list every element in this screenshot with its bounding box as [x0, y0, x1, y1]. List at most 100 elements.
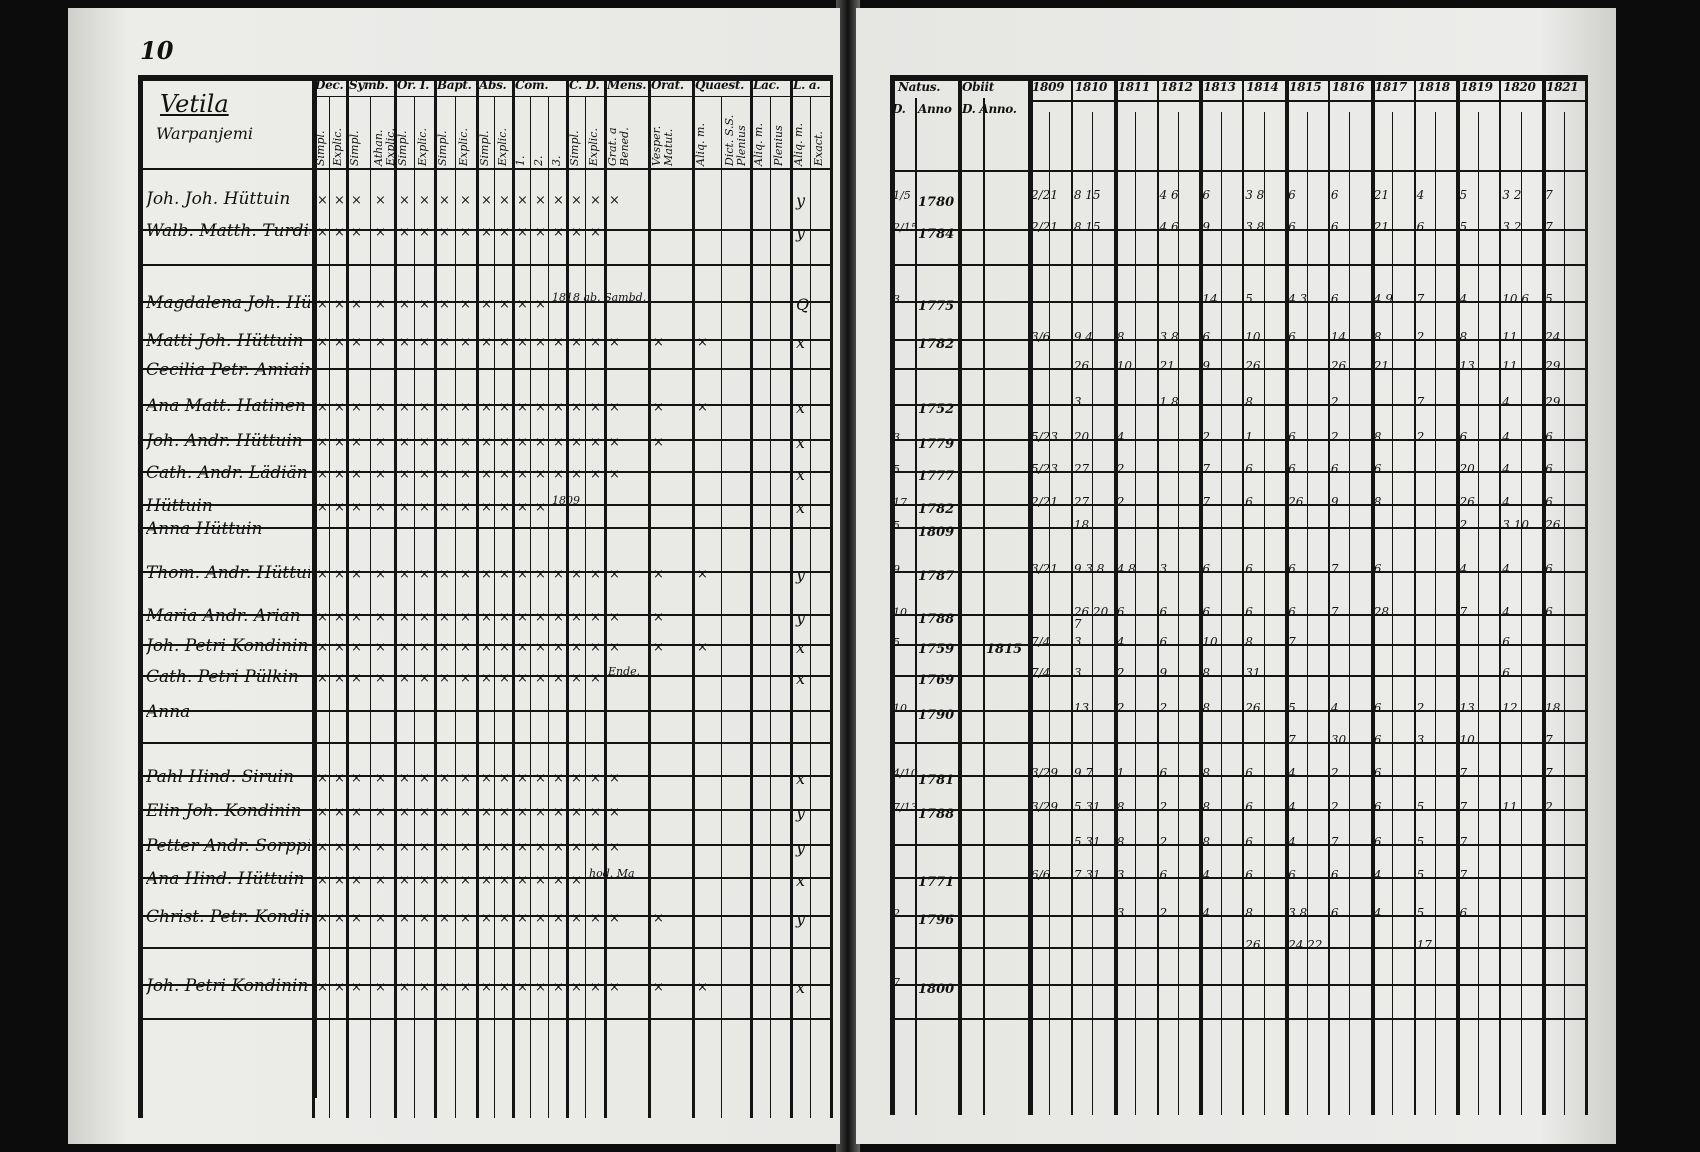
year-cell-value: 6 — [1330, 906, 1339, 920]
year-cell-value: 4 — [1502, 430, 1510, 444]
year-subrule — [1435, 112, 1436, 1115]
year-cell-value: 13 — [1459, 359, 1475, 373]
village-title: Vetila — [160, 90, 229, 118]
x-mark: × — [609, 467, 620, 482]
x-mark: × — [399, 400, 410, 415]
year-cell-value: 2 — [1159, 835, 1168, 849]
x-mark: × — [481, 671, 492, 686]
x-mark: × — [439, 400, 450, 415]
year-cell-value: 8 — [1202, 666, 1211, 680]
x-mark: × — [375, 467, 386, 482]
year-subrule — [1392, 112, 1393, 1115]
column-subheader: Simpl. — [314, 130, 327, 166]
x-mark: × — [351, 225, 362, 240]
column-group-header: Lac. — [753, 78, 780, 92]
x-mark: × — [460, 640, 471, 655]
x-mark: × — [571, 567, 582, 582]
row-rule — [890, 504, 1585, 506]
page-number: 10 — [140, 36, 174, 65]
year-cell-value: 1 8 — [1159, 395, 1179, 409]
x-mark: × — [439, 671, 450, 686]
year-cell-value: 6 — [1245, 462, 1253, 476]
year-cell-value: 6 — [1159, 635, 1168, 649]
x-mark: × — [399, 435, 410, 450]
year-header: 1819 — [1460, 80, 1493, 94]
year-cell-value: 6 — [1373, 562, 1382, 576]
x-mark: × — [439, 771, 450, 786]
x-mark: × — [399, 225, 410, 240]
year-cell-value: 14 — [1330, 330, 1347, 344]
x-mark: × — [375, 873, 386, 888]
year-cell-value: 6 — [1373, 835, 1382, 849]
year-cell-value: 27 — [1073, 462, 1090, 476]
year-cell-value: 20 — [1073, 430, 1090, 444]
year-cell-value: 4 — [1459, 292, 1468, 306]
row-rule — [890, 471, 1585, 473]
year-cell-value: 6 — [1288, 430, 1296, 444]
x-mark: × — [351, 335, 362, 350]
x-mark: × — [517, 400, 528, 415]
year-cell-value: 2/21 — [1031, 220, 1058, 234]
year-cell-value: 10 6 — [1502, 292, 1530, 306]
x-mark: × — [553, 225, 564, 240]
x-mark: × — [481, 805, 492, 820]
year-column-rule — [1114, 75, 1118, 1115]
year-cell-value: 6 — [1288, 562, 1296, 576]
year-cell-value: 3/29 — [1031, 800, 1058, 814]
la-mark: x — [796, 433, 806, 452]
column-subheader: Explic. — [416, 128, 429, 166]
year-cell-value: 6 — [1245, 766, 1253, 780]
la-mark: x — [796, 978, 806, 997]
year-cell-value: 8 15 — [1073, 220, 1101, 234]
x-mark: × — [499, 335, 510, 350]
obiit-day-rule — [983, 98, 985, 1115]
year-cell-value: 7 — [1202, 495, 1211, 509]
birth-day: 4/10 — [893, 767, 918, 780]
column-subrule — [585, 96, 586, 1118]
year-column-rule — [1157, 75, 1159, 1115]
year-cell-value: 6 — [1459, 430, 1468, 444]
x-mark: × — [517, 335, 528, 350]
x-mark: × — [334, 567, 345, 582]
x-mark: × — [517, 771, 528, 786]
x-mark: × — [317, 840, 328, 855]
year-cell-value: 5/23 — [1031, 430, 1058, 444]
x-mark: × — [317, 805, 328, 820]
year-subrule — [1264, 112, 1265, 1115]
x-mark: × — [653, 400, 664, 415]
person-name: Matti Joh. Hüttuin — [146, 331, 304, 351]
row-rule — [138, 984, 830, 986]
year-cell-value: 7 — [1459, 868, 1468, 882]
x-mark: × — [351, 193, 362, 208]
year-cell-value: 31 — [1245, 666, 1261, 680]
column-group-rule — [312, 75, 315, 1118]
x-mark: × — [419, 567, 430, 582]
row-rule — [138, 915, 830, 917]
year-cell-value: 3 8 — [1245, 188, 1265, 202]
x-mark: × — [609, 610, 620, 625]
x-mark: × — [351, 500, 362, 515]
row-note: 1809 — [552, 494, 580, 507]
row-rule — [890, 264, 1585, 266]
year-cell-value: 6/6 — [1031, 868, 1051, 882]
x-mark: × — [399, 467, 410, 482]
year-cell-value: 2 — [1416, 430, 1425, 444]
x-mark: × — [399, 671, 410, 686]
person-name: Joh. Andr. Hüttuin — [146, 431, 303, 451]
x-mark: × — [419, 400, 430, 415]
obiit-anno-header: D. Anno. — [962, 102, 1017, 116]
year-column-rule — [1285, 75, 1289, 1115]
year-cell-value: 6 — [1545, 495, 1553, 509]
person-name: Anna — [146, 702, 191, 722]
header-bottom-rule — [890, 170, 1585, 172]
x-mark: × — [499, 873, 510, 888]
birth-year: 1769 — [918, 673, 955, 688]
la-mark: x — [796, 638, 806, 657]
x-mark: × — [553, 640, 564, 655]
x-mark: × — [334, 980, 345, 995]
x-mark: × — [334, 805, 345, 820]
birth-year: 1788 — [918, 807, 955, 822]
x-mark: × — [399, 567, 410, 582]
year-cell-value: 4 — [1416, 188, 1425, 202]
year-cell-value: 1 — [1245, 430, 1253, 444]
